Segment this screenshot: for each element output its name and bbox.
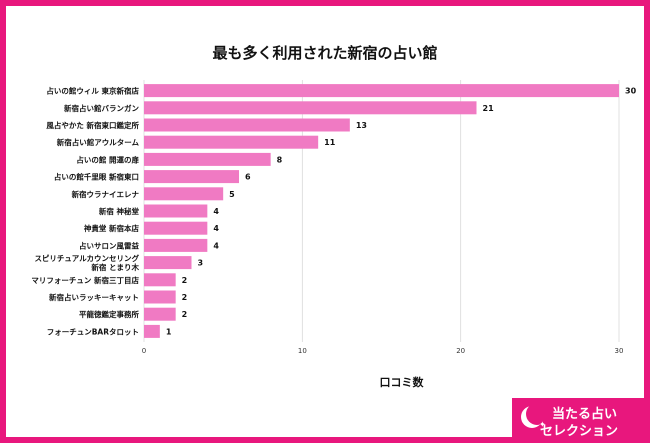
x-tick-label: 0 <box>142 347 146 355</box>
bar <box>144 324 160 338</box>
bar-value-label: 4 <box>213 224 219 233</box>
category-label: 占いサロン風雷益 <box>79 240 139 250</box>
bar-value-label: 21 <box>483 104 495 113</box>
bar-value-label: 4 <box>213 241 219 250</box>
bar-value-label: 2 <box>182 310 188 319</box>
category-label: 新宿ウラナイエレナ <box>72 189 140 199</box>
category-label: 新宿占い館バランガン <box>64 103 139 113</box>
bar <box>144 204 208 218</box>
category-label: 占いの館ウィル 東京新宿店 <box>46 86 139 96</box>
bar-value-label: 13 <box>356 121 367 130</box>
bar <box>144 290 176 304</box>
category-label: 新宿 神秘堂 <box>99 206 140 216</box>
bar-value-label: 5 <box>229 190 235 199</box>
site-logo-badge: ✦ 当たる占い セレクション <box>512 398 644 440</box>
bar <box>144 135 319 149</box>
x-tick-label: 30 <box>615 347 624 355</box>
x-tick-label: 20 <box>456 347 465 355</box>
bar <box>144 221 208 235</box>
category-label: 占いの館千里眼 新宿東口 <box>54 172 139 182</box>
bar <box>144 187 224 201</box>
bar-value-label: 1 <box>166 327 172 336</box>
bar-value-label: 3 <box>198 259 204 268</box>
bar <box>144 273 176 287</box>
bar-value-label: 30 <box>625 87 637 96</box>
category-label: 新宿 とまり木 <box>91 262 139 272</box>
bar <box>144 152 271 166</box>
category-label: 新宿占い館アウルターム <box>57 137 140 147</box>
bar-value-label: 8 <box>277 155 283 164</box>
category-label: 占いの館 開運の扉 <box>76 154 139 164</box>
bar <box>144 256 192 270</box>
bar-value-label: 4 <box>213 207 219 216</box>
logo-line-1: 当たる占い <box>552 407 618 422</box>
bar-value-label: 2 <box>182 293 188 302</box>
category-label: 神貴堂 新宿本店 <box>84 223 140 233</box>
category-label: 平龍徳鑑定事務所 <box>79 309 139 319</box>
bar <box>144 84 619 98</box>
bar <box>144 238 208 252</box>
star-icon: ✦ <box>539 420 546 429</box>
category-label: フォーチュンBARタロット <box>47 326 139 336</box>
bar <box>144 307 176 321</box>
bar-value-label: 2 <box>182 276 188 285</box>
category-label: 風占やかた 新宿東口鑑定所 <box>46 120 139 130</box>
bar-value-label: 11 <box>324 138 336 147</box>
category-label: マリフォーチュン 新宿三丁目店 <box>31 275 139 285</box>
chart-title: 最も多く利用された新宿の占い館 <box>212 44 438 62</box>
x-axis-title: 口コミ数 <box>380 375 425 389</box>
bar <box>144 101 477 115</box>
bar <box>144 118 350 132</box>
category-label: スピリチュアルカウンセリング <box>34 253 139 263</box>
logo-line-2: セレクション <box>540 424 619 439</box>
bar <box>144 170 239 184</box>
x-tick-label: 10 <box>298 347 307 355</box>
category-label: 新宿占いラッキーキャット <box>49 292 139 302</box>
bar-value-label: 6 <box>245 173 251 182</box>
